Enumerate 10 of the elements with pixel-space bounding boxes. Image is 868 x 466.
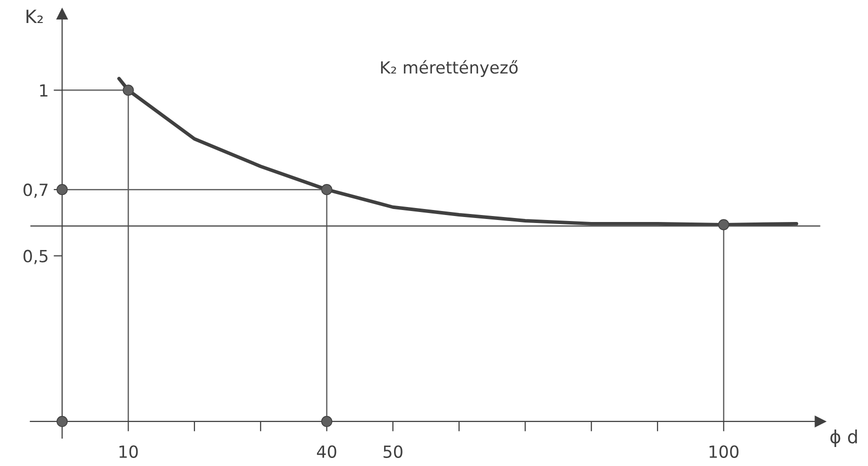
x-axis-title: ϕ d bbox=[830, 430, 857, 448]
y-tick-label: 0,7 bbox=[24, 184, 48, 198]
text: K₂ mérettényező bbox=[381, 60, 518, 77]
y-axis-title: K₂ bbox=[26, 10, 43, 24]
x-tick-label: 40 bbox=[316, 445, 336, 458]
y-tick-label: 1 bbox=[40, 84, 48, 97]
x-tick-label: 100 bbox=[710, 445, 738, 458]
y-tick-label: 0,5 bbox=[24, 250, 48, 264]
x-tick-label: 50 bbox=[384, 445, 402, 458]
x-tick-label: 10 bbox=[120, 445, 138, 458]
